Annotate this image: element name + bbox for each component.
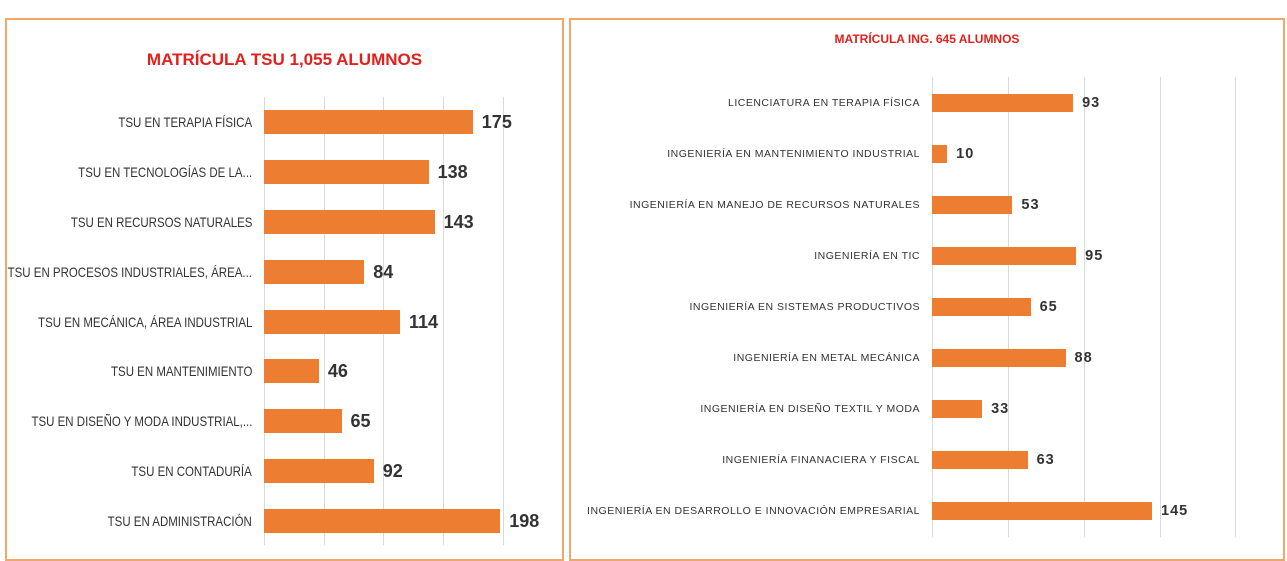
category-label: TSU EN TECNOLOGÍAS DE LA...: [7, 152, 252, 192]
value-label: 92: [382, 461, 403, 482]
bar: [932, 400, 983, 419]
category-text: INGENIERÍA EN DISEÑO TEXTIL Y MODA: [700, 403, 920, 416]
category-label: INGENIERÍA EN MANEJO DE RECURSOS NATURAL…: [581, 185, 920, 225]
category-text: LICENCIATURA EN TERAPIA FÍSICA: [728, 96, 920, 109]
category-text: TSU EN ADMINISTRACIÓN: [107, 513, 252, 530]
category-label: TSU EN CONTADURÍA: [7, 451, 252, 491]
category-text: INGENIERÍA EN METAL MECÁNICA: [733, 352, 920, 365]
bar: [932, 349, 1066, 368]
category-text: INGENIERÍA EN TIC: [814, 249, 920, 262]
bar: [264, 509, 501, 534]
category-label: INGENIERÍA FINANACIERA Y FISCAL: [581, 440, 920, 480]
category-label: LICENCIATURA EN TERAPIA FÍSICA: [581, 83, 920, 123]
category-text: TSU EN RECURSOS NATURALES: [70, 213, 252, 230]
category-text: INGENIERÍA EN SISTEMAS PRODUCTIVOS: [689, 300, 920, 313]
value-label: 114: [409, 311, 439, 332]
bar: [264, 359, 319, 384]
value-label: 145: [1161, 503, 1189, 520]
category-label: INGENIERÍA EN DESARROLLO E INNOVACIÓN EM…: [581, 491, 920, 531]
category-text: INGENIERÍA EN MANTENIMIENTO INDUSTRIAL: [667, 147, 920, 160]
bar: [264, 109, 473, 134]
bar: [932, 93, 1074, 112]
value-label: 95: [1085, 247, 1104, 264]
bar: [264, 159, 429, 184]
category-text: TSU EN DISEÑO Y MODA INDUSTRIAL,...: [31, 413, 252, 430]
bar: [264, 259, 365, 284]
category-label: TSU EN DISEÑO Y MODA INDUSTRIAL,...: [7, 401, 252, 441]
category-label: INGENIERÍA EN DISEÑO TEXTIL Y MODA: [581, 389, 920, 429]
value-label: 93: [1082, 94, 1101, 111]
category-label: INGENIERÍA EN METAL MECÁNICA: [581, 338, 920, 378]
bar: [932, 451, 1028, 470]
category-label: INGENIERÍA EN TIC: [581, 236, 920, 276]
value-label: 198: [509, 511, 540, 532]
category-label: TSU EN MECÁNICA, ÁREA INDUSTRIAL: [7, 302, 252, 342]
value-label: 88: [1074, 350, 1093, 367]
chart-title: MATRÍCULA ING. 645 ALUMNOS: [834, 32, 1020, 46]
bar: [932, 195, 1013, 214]
category-text: INGENIERÍA EN DESARROLLO E INNOVACIÓN EM…: [587, 505, 920, 518]
category-text: TSU EN MECÁNICA, ÁREA INDUSTRIAL: [37, 313, 252, 330]
bar: [932, 246, 1077, 265]
value-label: 10: [956, 145, 975, 162]
value-label: 46: [327, 361, 348, 382]
value-label: 65: [350, 411, 371, 432]
category-label: INGENIERÍA EN SISTEMAS PRODUCTIVOS: [581, 287, 920, 327]
value-label: 33: [991, 401, 1010, 418]
category-text: TSU EN PROCESOS INDUSTRIALES, ÁREA...: [7, 263, 252, 280]
bar: [932, 144, 948, 163]
grid-line: [1159, 77, 1161, 537]
bar: [264, 309, 401, 334]
category-text: TSU EN CONTADURÍA: [131, 463, 252, 480]
value-label: 138: [437, 161, 468, 182]
bar: [264, 459, 374, 484]
value-label: 84: [373, 261, 394, 282]
value-label: 175: [481, 111, 512, 132]
category-label: TSU EN MANTENIMIENTO: [7, 351, 252, 391]
category-label: TSU EN ADMINISTRACIÓN: [7, 501, 252, 541]
category-label: INGENIERÍA EN MANTENIMIENTO INDUSTRIAL: [581, 134, 920, 174]
bar: [932, 502, 1152, 521]
category-text: INGENIERÍA EN MANEJO DE RECURSOS NATURAL…: [629, 198, 920, 211]
category-label: TSU EN PROCESOS INDUSTRIALES, ÁREA...: [7, 252, 252, 292]
category-text: TSU EN TECNOLOGÍAS DE LA...: [78, 163, 252, 180]
grid-line: [442, 97, 444, 545]
grid-line: [502, 97, 504, 545]
grid-line: [1235, 77, 1237, 537]
value-label: 53: [1021, 196, 1040, 213]
bar: [264, 209, 435, 234]
value-label: 143: [443, 211, 474, 232]
bar: [264, 409, 342, 434]
category-text: TSU EN MANTENIMIENTO: [110, 363, 252, 380]
chart-panel: MATRÍCULA TSU 1,055 ALUMNOS TSU EN TERAPI…: [5, 18, 564, 561]
category-text: TSU EN TERAPIA FÍSICA: [118, 113, 252, 130]
bar: [932, 297, 1031, 316]
category-text: INGENIERÍA FINANACIERA Y FISCAL: [722, 454, 920, 467]
category-label: TSU EN TERAPIA FÍSICA: [7, 102, 252, 142]
value-label: 63: [1036, 452, 1055, 469]
chart-panel: MATRÍCULA ING. 645 ALUMNOS LICENCIATURA E…: [569, 18, 1285, 561]
value-label: 65: [1039, 298, 1058, 315]
chart-title: MATRÍCULA TSU 1,055 ALUMNOS: [146, 50, 423, 69]
category-label: TSU EN RECURSOS NATURALES: [7, 202, 252, 242]
grid-line: [1083, 77, 1085, 537]
